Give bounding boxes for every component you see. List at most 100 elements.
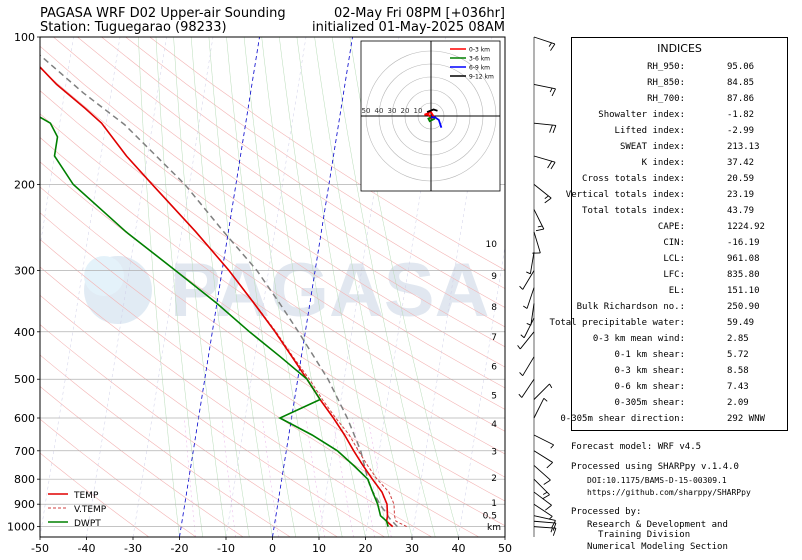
dwpt-trace (40, 116, 389, 527)
index-value: -16.19 (727, 238, 760, 248)
wind-barb-staff (522, 356, 535, 376)
pressure-tick-label: 900 (14, 498, 35, 511)
index-value: 84.85 (727, 78, 755, 88)
hodograph-trace (431, 116, 443, 128)
index-row: Showalter index: -1.82 (572, 110, 789, 124)
index-row: Vertical totals index: 23.19 (566, 190, 789, 204)
index-value: -2.99 (727, 126, 755, 136)
index-value: 20.59 (727, 174, 755, 184)
index-row: CAPE: 1224.92 (572, 222, 789, 236)
index-label: Lifted index: (614, 126, 685, 136)
moist-adiabat (155, 37, 204, 537)
index-value: 292 WNW (727, 414, 765, 424)
index-label: 0-305m shear direction: (560, 414, 685, 424)
wind-barb-flag (535, 228, 544, 232)
hodograph-legend-label: 9-12 km (469, 74, 494, 81)
km-unit-label: km (487, 523, 501, 533)
wind-barb-staff (533, 491, 552, 506)
height-tick-label: 2 (491, 474, 497, 484)
dry-adiabat (40, 113, 505, 432)
moist-adiabat (243, 37, 320, 537)
index-label: 0-305m shear: (614, 398, 685, 408)
isotherm (132, 37, 214, 537)
wind-barb-flag (517, 345, 521, 350)
index-value: 59.49 (727, 318, 755, 328)
height-tick-label: 9 (491, 272, 497, 282)
legend-label: TEMP (73, 491, 99, 501)
moist-adiabat (349, 37, 459, 537)
pressure-tick-label: 1000 (7, 521, 35, 534)
dry-adiabat (40, 294, 385, 537)
dry-adiabat (149, 37, 505, 271)
pressure-axis: 1000 900 800 700 600 500 400 300 200 100 (7, 31, 40, 534)
index-row: 0-305m shear: 2.09 (572, 398, 789, 412)
background-lines (0, 37, 505, 537)
isotherm (225, 37, 307, 537)
watermark: PAGASA (84, 248, 490, 333)
sharppy-url[interactable]: https://github.com/sharppy/SHARPpy (587, 488, 751, 497)
moist-adiabat (173, 37, 227, 537)
height-tick-label: 8 (491, 303, 497, 313)
temperature-tick-label: -40 (78, 542, 96, 555)
index-label: Vertical totals index: (565, 190, 685, 200)
dry-adiabat (40, 212, 505, 527)
wind-barb-flag (550, 161, 556, 170)
org-line-2: Training Division (598, 530, 691, 540)
wind-barb-flag (523, 305, 528, 309)
index-row: EL: 151.10 (572, 286, 789, 300)
dry-adiabat (40, 452, 150, 537)
pressure-tick-label: 300 (14, 265, 35, 278)
temperature-tick-label: 0 (269, 542, 276, 555)
index-label: Cross totals index: (582, 174, 685, 184)
index-label: 0-3 km shear: (614, 366, 685, 376)
sounding-profiles (40, 54, 407, 528)
height-tick-label: 10 (486, 240, 498, 250)
isotherm (458, 244, 505, 537)
wind-barb-flag (542, 491, 548, 495)
wind-barb-staff (533, 478, 550, 496)
wind-barb-flag (552, 528, 557, 536)
org-line-1: Research & Development and (587, 520, 728, 530)
isotherm (179, 37, 260, 537)
wind-barb-flag (546, 462, 553, 469)
index-label: 0-3 km mean wind: (592, 334, 685, 344)
index-value: 250.90 (727, 302, 760, 312)
mixing-ratio-line (221, 417, 236, 537)
wind-barb-staff (533, 450, 553, 463)
moist-adiabat (190, 37, 250, 537)
dry-adiabat (40, 67, 505, 389)
wind-barb-flag (552, 125, 557, 134)
wind-barb-staff (522, 270, 535, 290)
wind-barb-staff (533, 36, 556, 45)
index-row: 0-305m shear direction: 292 WNW (560, 414, 789, 428)
wind-barb-staff (533, 503, 553, 517)
wind-barb-staff (533, 209, 545, 230)
mixing-ratio-line (367, 417, 392, 537)
wind-barb-flag (519, 285, 524, 290)
index-value: 835.80 (727, 270, 760, 280)
index-row: Bulk Richardson no.: 250.90 (572, 302, 789, 316)
mixing-ratio-line (305, 417, 326, 537)
hodograph-ring-label: 50 (362, 107, 371, 115)
wind-barb-staff (533, 84, 556, 90)
index-label: CIN: (663, 238, 685, 248)
isotherm (0, 37, 27, 537)
wind-barb-flag (552, 522, 557, 531)
doi-text: DOI:10.1175/BAMS-D-15-00309.1 (587, 476, 727, 485)
pressure-tick-label: 400 (14, 326, 35, 339)
height-axis: 10 9 8 7 6 5 4 3 2 1 0.5 (483, 240, 498, 521)
chart-legend: TEMP V.TEMP DWPT (48, 491, 107, 529)
forecast-model: Forecast model: WRF v4.5 (571, 442, 702, 452)
wind-barb-staff (521, 378, 535, 398)
index-label: SWEAT index: (619, 142, 685, 152)
wind-barb-flag (520, 334, 525, 339)
index-value: 8.58 (727, 366, 749, 376)
vtemp-trace (40, 66, 407, 528)
height-tick-label: 4 (491, 420, 497, 430)
wind-barb-staff (519, 331, 535, 350)
wind-barb-staff (530, 303, 535, 326)
height-tick-label: 5 (491, 392, 497, 402)
temperature-tick-label: 30 (405, 542, 419, 555)
index-label: K index: (641, 158, 685, 168)
dry-adiabat (40, 90, 505, 410)
